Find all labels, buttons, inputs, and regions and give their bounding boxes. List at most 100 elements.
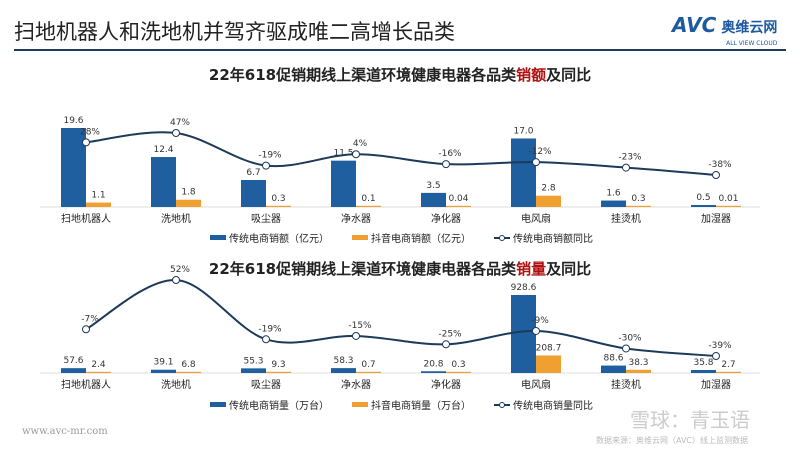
logo-mark: AVC: [672, 13, 717, 37]
bar-traditional: [691, 369, 716, 373]
legend-label: 传统电商销量同比: [513, 399, 593, 412]
bar-label: 208.7: [536, 343, 562, 353]
bar-label: 2.8: [541, 184, 556, 194]
bar-label: 1.1: [91, 191, 105, 201]
bar-douyin: [446, 205, 471, 207]
bar-label: 2.7: [721, 360, 735, 370]
bar-traditional: [331, 160, 356, 207]
yoy-point: [622, 163, 630, 172]
yoy-label: -12%: [528, 147, 552, 157]
source-note: 数据来源：奥维云网（AVC）线上监测数据: [596, 436, 749, 445]
category-label: 洗地机: [161, 212, 191, 225]
bar-label: 0.3: [271, 194, 285, 204]
category-label: 吸尘器: [251, 379, 281, 391]
bar-traditional: [421, 371, 446, 373]
category-label: 电风扇: [521, 212, 551, 225]
bar-label: 0.5: [696, 193, 710, 203]
bar-traditional: [241, 179, 266, 207]
bar-traditional: [421, 192, 446, 207]
bar-label: 58.3: [333, 356, 353, 366]
legend-swatch: [210, 402, 226, 407]
bar-label: 1.8: [181, 188, 196, 198]
bar-douyin: [266, 205, 291, 207]
bar-label: 11.5: [333, 149, 353, 159]
category-label: 挂烫机: [611, 212, 641, 225]
yoy-label: -19%: [258, 324, 282, 334]
yoy-point: [712, 171, 720, 179]
bar-label: 928.6: [511, 283, 537, 293]
bar-label: 9.3: [271, 360, 285, 370]
yoy-point: [82, 138, 90, 147]
yoy-label: -25%: [438, 329, 462, 339]
legend-label: 传统电商销额（亿元）: [229, 232, 329, 245]
bar-label: 2.4: [91, 360, 106, 370]
bar-douyin: [626, 205, 651, 207]
category-label: 吸尘器: [251, 213, 281, 225]
bar-douyin: [176, 371, 201, 373]
bar-label: 12.4: [153, 145, 173, 155]
yoy-point: [352, 331, 360, 340]
category-label: 净化器: [431, 378, 461, 391]
bar-label: 17.0: [513, 126, 533, 136]
category-label: 净化器: [431, 212, 461, 225]
yoy-label: -15%: [348, 321, 372, 331]
bar-douyin: [536, 195, 561, 207]
xueqiu-watermark: 雪球：青玉语: [630, 408, 750, 432]
legend-marker: [499, 235, 505, 241]
yoy-label: -30%: [618, 333, 642, 343]
yoy-point: [622, 344, 630, 353]
yoy-label: -16%: [438, 149, 462, 159]
bar-douyin: [266, 371, 291, 373]
bar-traditional: [691, 204, 716, 207]
yoy-line: [85, 131, 717, 176]
bar-traditional: [151, 369, 176, 373]
yoy-point: [262, 161, 270, 170]
yoy-point: [442, 340, 450, 349]
category-label: 加湿器: [701, 379, 731, 391]
page-title: 扫地机器人和洗地机并驾齐驱成唯二高增长品类: [14, 20, 455, 44]
yoy-label: -38%: [708, 160, 732, 170]
category-label: 挂烫机: [611, 378, 641, 391]
bar-label: 0.1: [361, 194, 375, 204]
bar-traditional: [511, 295, 536, 373]
bar-traditional: [61, 368, 86, 373]
bar-douyin: [356, 371, 381, 373]
bar-label: 35.8: [693, 358, 713, 368]
bar-traditional: [331, 368, 356, 373]
bar-label: 0.7: [361, 360, 375, 370]
bar-traditional: [151, 157, 176, 207]
bar-traditional: [511, 138, 536, 207]
legend-label: 传统电商销额同比: [513, 232, 593, 245]
legend-swatch: [352, 402, 368, 407]
bar-label: 88.6: [603, 354, 623, 364]
yoy-label: -9%: [531, 316, 549, 326]
bar-label: 3.5: [426, 181, 440, 191]
bar-label: 38.3: [628, 358, 648, 368]
category-label: 电风扇: [521, 378, 551, 391]
footer-url: www.avc-mr.com: [22, 426, 108, 437]
bar-label: 1.6: [606, 189, 621, 199]
bar-label: 0.04: [448, 194, 468, 204]
bar-douyin: [626, 369, 651, 373]
bar-traditional: [601, 200, 626, 207]
bar-label: 0.3: [631, 194, 645, 204]
legend-label: 传统电商销量（万台）: [229, 399, 329, 412]
logo-en: ALL VIEW CLOUD: [726, 40, 778, 47]
yoy-point: [172, 276, 180, 284]
yoy-point: [712, 352, 720, 360]
bar-traditional: [241, 368, 266, 373]
bar-label: 19.6: [63, 116, 83, 126]
category-label: 扫地机器人: [61, 378, 111, 391]
category-label: 加湿器: [701, 213, 731, 225]
bar-label: 0.01: [718, 194, 738, 204]
yoy-point: [532, 158, 540, 167]
yoy-point: [442, 160, 450, 169]
legend-marker: [499, 402, 505, 408]
bar-traditional: [601, 365, 626, 373]
category-label: 扫地机器人: [61, 212, 111, 225]
legend-swatch: [352, 235, 368, 240]
yoy-point: [262, 335, 270, 344]
yoy-label: -19%: [258, 151, 282, 161]
